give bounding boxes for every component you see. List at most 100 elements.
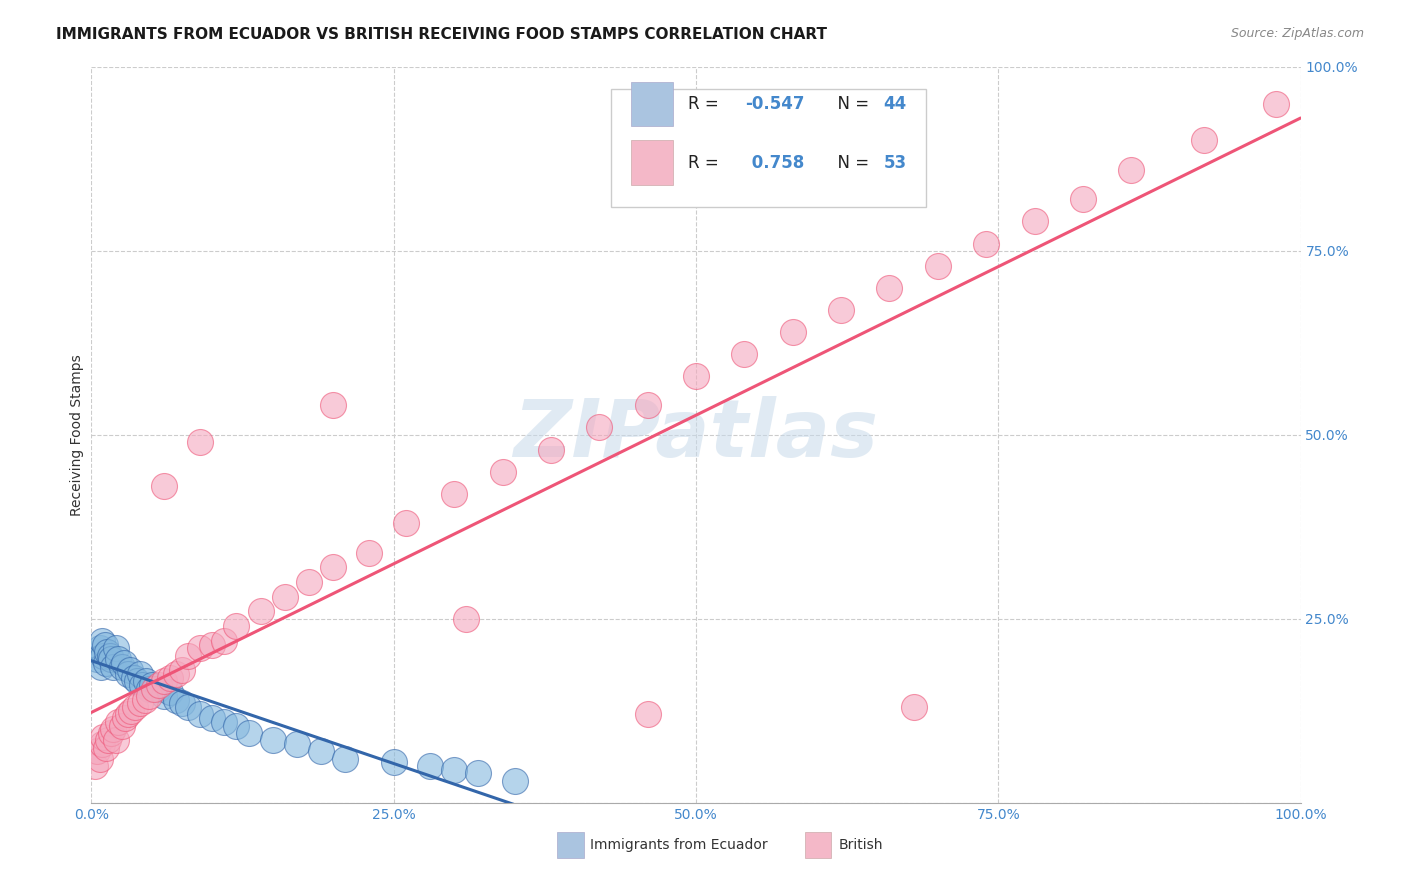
Point [127,674,149,689]
Point [159,685,181,699]
Point [456,612,478,626]
Point [111,659,132,673]
Point [298,575,321,590]
Point [172,664,194,678]
Text: 44: 44 [883,95,907,112]
Point [159,671,181,685]
Point [879,281,901,295]
Point [637,707,659,722]
Point [107,652,129,666]
Point [685,369,707,384]
Point [395,516,418,530]
Point [96,645,118,659]
Point [359,545,381,560]
FancyBboxPatch shape [612,89,925,207]
Point [131,678,153,692]
Point [128,667,150,681]
Text: R =: R = [688,95,724,112]
Point [100,726,122,740]
Point [503,773,526,788]
Point [172,697,194,711]
Point [927,259,949,273]
Point [382,756,405,770]
Point [1265,96,1288,111]
Text: ZIPatlas: ZIPatlas [513,396,879,474]
Point [148,678,170,692]
Point [335,751,357,765]
Point [214,714,236,729]
Text: 53: 53 [883,153,907,171]
Point [782,325,804,339]
Point [491,465,513,479]
Text: British: British [838,838,883,852]
Point [309,744,332,758]
Point [100,652,122,666]
Point [225,718,247,732]
Point [830,302,852,317]
Point [153,674,176,689]
Point [97,733,120,747]
Point [89,751,111,765]
Point [188,641,211,656]
Point [143,681,166,696]
Point [153,689,176,703]
Point [93,648,115,663]
Point [93,638,115,652]
Point [101,659,124,673]
Point [90,659,112,673]
Bar [557,832,583,858]
Point [93,730,115,744]
Point [104,641,127,656]
Point [177,700,200,714]
Point [91,737,114,751]
Point [84,759,107,773]
Point [138,681,160,696]
Point [112,656,135,670]
Point [146,681,169,696]
Point [117,707,139,722]
Point [98,648,121,663]
Point [117,667,139,681]
Point [419,759,441,773]
Text: N =: N = [827,95,875,112]
Point [588,420,610,434]
Point [94,740,117,755]
Point [165,692,187,706]
Y-axis label: Receiving Food Stamps: Receiving Food Stamps [70,354,84,516]
Point [1192,133,1215,147]
Point [274,590,297,604]
Text: N =: N = [827,153,875,171]
Point [124,700,146,714]
Point [120,704,142,718]
Text: 0.758: 0.758 [745,153,804,171]
Point [637,398,659,412]
Point [86,652,108,666]
Point [214,633,236,648]
Point [134,692,156,706]
Point [201,711,224,725]
Point [188,435,211,450]
Point [153,479,176,493]
Point [1121,163,1143,178]
Bar [631,81,673,126]
Point [322,398,344,412]
Text: IMMIGRANTS FROM ECUADOR VS BRITISH RECEIVING FOOD STAMPS CORRELATION CHART: IMMIGRANTS FROM ECUADOR VS BRITISH RECEI… [56,27,827,42]
Point [86,744,108,758]
Point [177,648,200,663]
Point [467,766,489,780]
Point [262,733,284,747]
Point [89,641,111,656]
Point [141,678,163,692]
Point [107,714,129,729]
Point [974,236,997,251]
Point [238,726,260,740]
Text: Source: ZipAtlas.com: Source: ZipAtlas.com [1230,27,1364,40]
Point [91,633,114,648]
Point [138,689,160,703]
Text: Immigrants from Ecuador: Immigrants from Ecuador [589,838,768,852]
Point [135,674,157,689]
Point [322,560,344,574]
Bar [804,832,831,858]
Point [111,718,132,732]
Point [225,619,247,633]
